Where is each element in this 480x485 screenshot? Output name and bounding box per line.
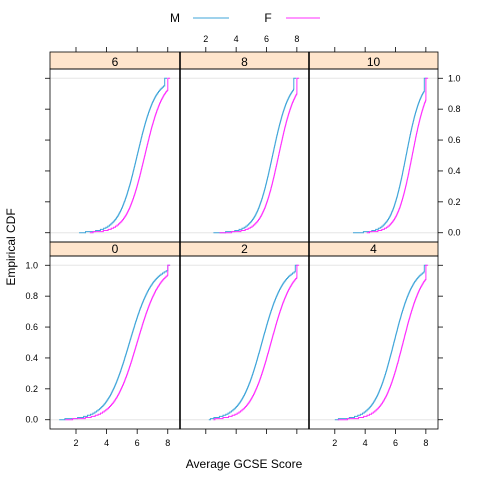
y-tick-label: 0.4: [25, 353, 38, 363]
x-tick-label: 6: [135, 438, 140, 448]
x-tick-label: 8: [165, 438, 170, 448]
legend-label-F: F: [264, 11, 271, 25]
panel-strip-label: 4: [370, 242, 377, 256]
y-tick-label: 0.2: [448, 197, 461, 207]
y-tick-label: 0.6: [25, 322, 38, 332]
y-tick-label: 0.8: [448, 104, 461, 114]
panel-frame: [180, 256, 309, 429]
series-M-line: [335, 265, 427, 419]
panel-10: 10: [309, 52, 438, 242]
panel-6: 6: [50, 52, 180, 242]
panel-strip-label: 6: [112, 55, 119, 69]
x-tick-label: 6: [393, 438, 398, 448]
panel-8: 8: [180, 52, 309, 242]
series-M-line: [59, 265, 170, 419]
panel-strip-label: 0: [112, 242, 119, 256]
y-tick-label: 0.4: [448, 166, 461, 176]
y-tick-label: 0.6: [448, 135, 461, 145]
y-tick-label: 0.0: [448, 228, 461, 238]
x-tick-label: 4: [104, 438, 109, 448]
series-M-line: [353, 78, 427, 232]
panel-2: 2: [180, 242, 309, 429]
y-axis-title: Empirical CDF: [4, 208, 18, 285]
x-tick-label: 8: [294, 34, 299, 44]
y-tick-label: 0.8: [25, 291, 38, 301]
y-tick-label: 1.0: [448, 73, 461, 83]
panel-frame: [50, 256, 180, 429]
x-tick-label: 2: [332, 438, 337, 448]
series-M-line: [213, 78, 296, 232]
y-tick-label: 0.0: [25, 415, 38, 425]
panel-strip-label: 2: [241, 242, 248, 256]
series-F-line: [65, 265, 170, 419]
panel-frame: [309, 69, 438, 242]
x-axis-title: Average GCSE Score: [186, 457, 303, 471]
x-tick-label: 4: [363, 438, 368, 448]
series-F-line: [338, 265, 428, 419]
series-F-line: [213, 265, 299, 419]
series-F-line: [90, 78, 170, 232]
y-tick-label: 1.0: [25, 260, 38, 270]
legend-label-M: M: [170, 11, 180, 25]
x-tick-label: 2: [203, 34, 208, 44]
x-tick-label: 4: [234, 34, 239, 44]
panel-strip-label: 8: [241, 55, 248, 69]
panel-strip-label: 10: [367, 55, 381, 69]
series-M-line: [79, 78, 167, 232]
panel-4: 4: [309, 242, 438, 429]
x-tick-label: 8: [423, 438, 428, 448]
y-tick-label: 0.2: [25, 384, 38, 394]
panel-0: 0: [50, 242, 180, 429]
x-tick-label: 2: [73, 438, 78, 448]
x-tick-label: 6: [264, 34, 269, 44]
panel-frame: [50, 69, 180, 242]
